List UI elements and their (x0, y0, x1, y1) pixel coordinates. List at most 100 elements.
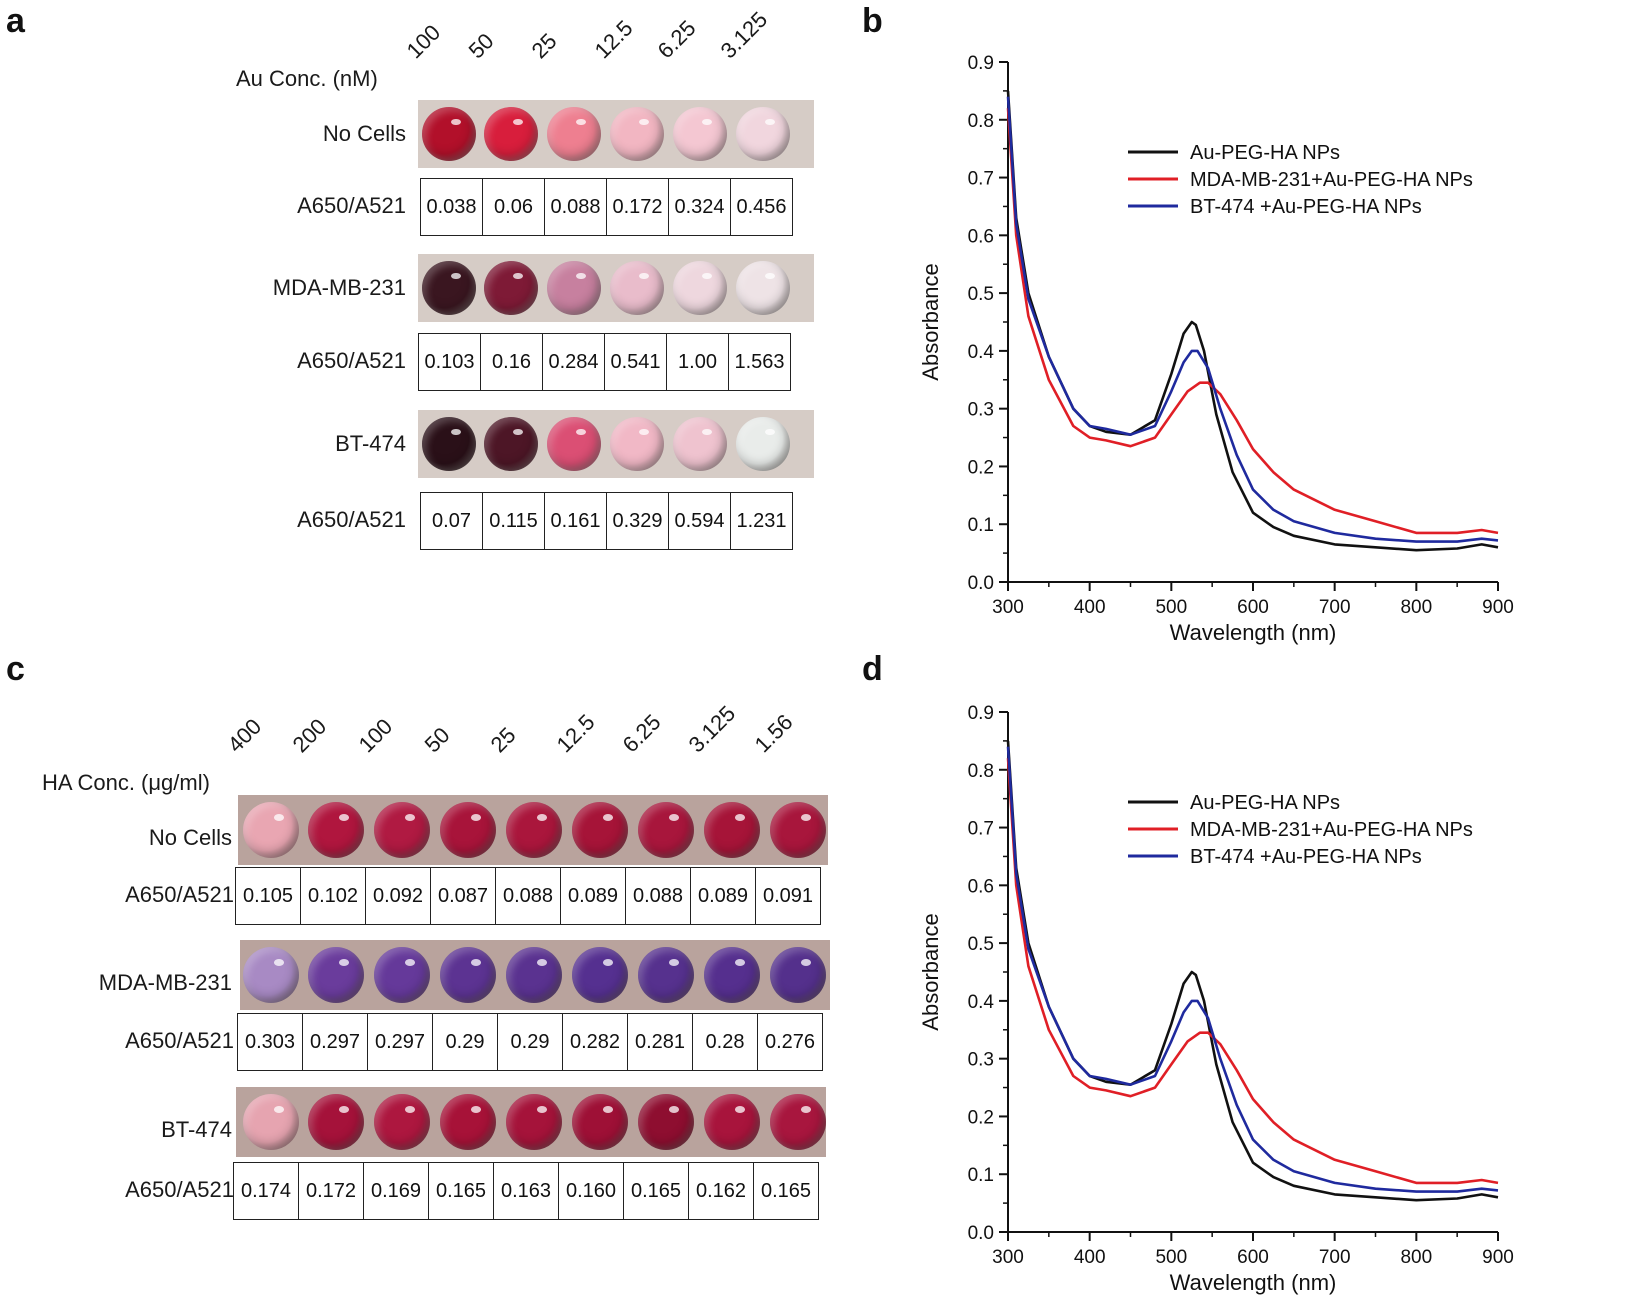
concentration-label: 12.5 (551, 709, 600, 758)
ratio-cell: 0.105 (235, 867, 301, 925)
concentration-label: 25 (526, 28, 562, 64)
ratio-cell: 0.165 (753, 1162, 819, 1220)
ratio-cell: 0.103 (418, 333, 481, 391)
ratio-cell: 0.541 (604, 333, 667, 391)
well (483, 417, 538, 471)
well (609, 107, 664, 161)
x-tick-label: 600 (1237, 1247, 1269, 1268)
x-tick-label: 700 (1319, 597, 1351, 618)
legend-label: Au-PEG-HA NPs (1190, 792, 1340, 814)
ratio-cell: 0.088 (544, 178, 607, 236)
ratio-cell: 0.161 (544, 492, 607, 550)
ratio-cell: 0.088 (495, 867, 561, 925)
ratio-label: A650/A521 (297, 348, 406, 373)
panel-d-letter: d (862, 650, 883, 688)
ratio-cell: 0.115 (482, 492, 545, 550)
well (440, 802, 496, 858)
ratio-cell: 0.087 (430, 867, 496, 925)
series-line (1006, 108, 1499, 535)
row-label: MDA-MB-231 (98, 970, 232, 995)
well (243, 802, 299, 858)
row-label: No Cells (322, 121, 406, 146)
y-tick-label: 0.9 (968, 703, 994, 724)
concentration-label: 50 (463, 28, 499, 64)
concentration-label: 50 (419, 722, 455, 758)
ratio-cell: 0.16 (480, 333, 543, 391)
panel-b-absorbance-chart: 0.0 0.1 0.2 0.3 0.4 0.5 0.6 0.7 0.8 0.9 300 400 500 6… (918, 53, 1514, 645)
ratio-cell: 0.165 (428, 1162, 494, 1220)
well (421, 261, 476, 315)
legend-label: BT-474 +Au-PEG-HA NPs (1190, 196, 1422, 218)
well (735, 107, 790, 161)
y-tick-label: 0.8 (968, 111, 994, 132)
ratio-cell: 0.284 (542, 333, 605, 391)
x-tick-label: 900 (1482, 1247, 1514, 1268)
y-tick-label: 0.2 (968, 1107, 994, 1128)
x-tick-label: 700 (1319, 1247, 1351, 1268)
ratio-cell: 0.324 (668, 178, 731, 236)
ratio-table: 0.038 0.06 0.088 0.172 0.324 0.456 (420, 178, 793, 236)
ratio-cell: 0.29 (432, 1013, 498, 1071)
y-tick-label: 0.7 (968, 819, 994, 840)
well (243, 947, 299, 1003)
x-tick-label: 300 (992, 597, 1024, 618)
ratio-cell: 0.172 (606, 178, 669, 236)
ratio-cell: 0.29 (497, 1013, 563, 1071)
y-tick-label: 0.8 (968, 761, 994, 782)
well (770, 947, 826, 1003)
y-tick-label: 0.1 (968, 1165, 994, 1186)
ratio-table: 0.174 0.172 0.169 0.165 0.163 0.160 0.165 0.162… (233, 1162, 819, 1220)
ratio-table: 0.105 0.102 0.092 0.087 0.088 0.089 0.088 0.089… (235, 867, 821, 925)
x-tick-label: 600 (1237, 597, 1269, 618)
well (506, 802, 562, 858)
series-line (1006, 746, 1499, 1193)
x-tick-label: 900 (1482, 597, 1514, 618)
well (735, 261, 790, 315)
ratio-table: 0.303 0.297 0.297 0.29 0.29 0.282 0.281 0.28 0.2… (237, 1013, 823, 1071)
well (638, 1094, 694, 1150)
panel-a-letter: a (6, 2, 25, 40)
well (704, 1094, 760, 1150)
row-label: MDA-MB-231 (272, 275, 406, 300)
well (638, 802, 694, 858)
well (572, 947, 628, 1003)
concentration-label: 400 (222, 713, 267, 758)
well (243, 1094, 299, 1150)
y-tick-label: 0.0 (968, 573, 994, 594)
well (374, 802, 430, 858)
concentration-label: 3.125 (715, 6, 773, 64)
well (770, 802, 826, 858)
concentration-label: 6.25 (652, 15, 701, 64)
ratio-cell: 0.276 (757, 1013, 823, 1071)
ratio-cell: 0.162 (688, 1162, 754, 1220)
ratio-cell: 0.456 (730, 178, 793, 236)
well (546, 417, 601, 471)
ratio-cell: 0.303 (237, 1013, 303, 1071)
ratio-cell: 0.089 (560, 867, 626, 925)
ratio-label: A650/A521 (297, 193, 406, 218)
concentration-label: 200 (287, 713, 332, 758)
y-tick-label: 0.3 (968, 1050, 994, 1071)
y-tick-label: 0.5 (968, 284, 994, 305)
ratio-cell: 0.038 (420, 178, 483, 236)
row-label: No Cells (148, 825, 232, 850)
x-tick-label: 800 (1400, 1247, 1432, 1268)
well (506, 947, 562, 1003)
ratio-label: A650/A521 (125, 882, 234, 907)
well (308, 947, 364, 1003)
well (672, 107, 727, 161)
concentration-label: 100 (401, 19, 446, 64)
well (483, 261, 538, 315)
series-line (1006, 758, 1499, 1185)
y-tick-label: 0.6 (968, 226, 994, 247)
ratio-cell: 0.281 (627, 1013, 693, 1071)
well (672, 261, 727, 315)
x-tick-label: 300 (992, 1247, 1024, 1268)
legend-label: BT-474 +Au-PEG-HA NPs (1190, 846, 1422, 868)
well (546, 107, 601, 161)
legend-label: MDA-MB-231+Au-PEG-HA NPs (1190, 169, 1473, 191)
y-tick-label: 0.1 (968, 515, 994, 536)
well (572, 1094, 628, 1150)
well (440, 947, 496, 1003)
well (704, 947, 760, 1003)
